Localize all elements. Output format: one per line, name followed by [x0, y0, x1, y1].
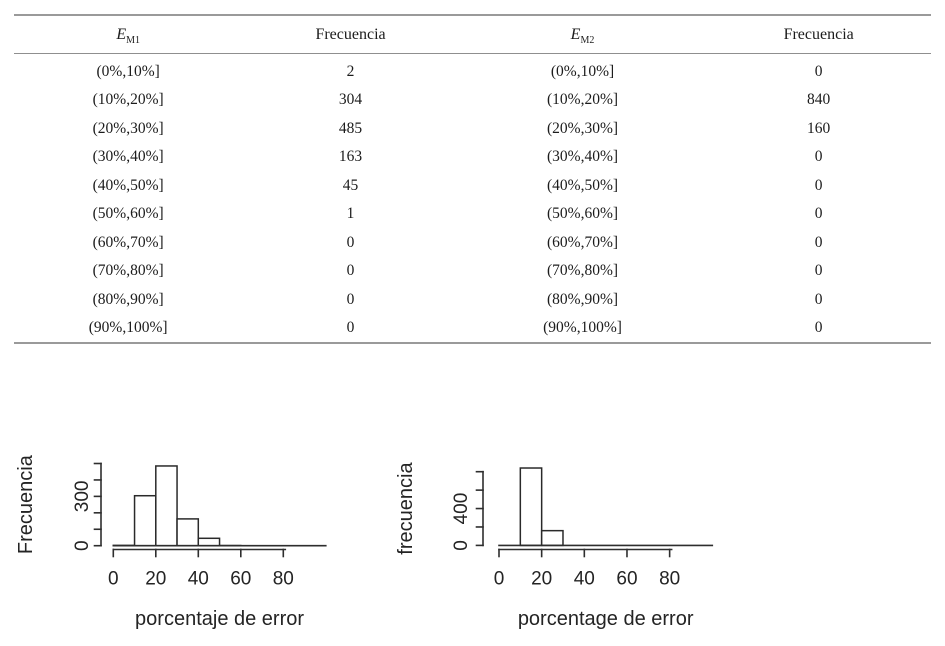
cell-frequency: 0: [814, 62, 823, 80]
y-tick-label: 300: [72, 481, 93, 513]
table-row: (0%,10%] 2 (0%,10%] 0: [14, 54, 931, 86]
y-tick-label: 0: [72, 540, 93, 551]
x-tick-label: 20: [531, 569, 552, 590]
cell-interval: (80%,90%]: [92, 290, 164, 308]
cell-interval: (50%,60%]: [547, 205, 619, 222]
histogram-bar: [519, 467, 543, 547]
x-axis-title: porcentage de error: [518, 608, 694, 630]
table-row: (70%,80%] 0 (70%,80%] 0: [14, 257, 931, 286]
x-tick-label: 60: [616, 569, 637, 590]
col-header-frecuencia-2: Frecuencia: [706, 15, 931, 54]
y-tick-label: 0: [451, 540, 472, 551]
em2-subscript: M2: [580, 34, 595, 46]
x-tick-label: 40: [188, 569, 209, 590]
col-header-em1: EM1: [14, 15, 243, 54]
table-row: (10%,20%] 304 (10%,20%] 840: [14, 86, 931, 115]
x-tick-label: 20: [145, 569, 166, 590]
histogram-em2: 0 400 frecuencia 0 20 40 60 80 porcentage de err…: [395, 462, 714, 630]
y-axis-title: frecuencia: [395, 462, 417, 555]
cell-interval: (90%,100%]: [543, 319, 622, 336]
cell-frequency: 0: [814, 148, 823, 165]
cell-interval: (40%,50%]: [547, 176, 619, 194]
cell-interval: (20%,30%]: [547, 119, 619, 137]
cell-frequency: 160: [807, 119, 831, 137]
cell-frequency: 0: [814, 176, 823, 194]
histogram-em1: 0 300 Frecuencia 0 20 40 60 80 porcentaje de err…: [15, 454, 327, 630]
cell-frequency: 0: [346, 233, 355, 251]
table-row: (80%,90%] 0 (80%,90%] 0: [14, 285, 931, 314]
col-header-frecuencia-1: Frecuencia: [242, 15, 459, 54]
cell-interval: (60%,70%]: [92, 233, 164, 251]
y-tick-label: 400: [451, 493, 472, 525]
table-row: (30%,40%] 163 (30%,40%] 0: [14, 143, 931, 172]
x-tick-label: 60: [230, 569, 251, 590]
cell-interval: (0%,10%]: [96, 62, 160, 80]
frequency-table: EM1 Frecuencia EM2 Frecuencia (0%,10%] 2(…: [14, 14, 931, 344]
table-row: (90%,100%] 0 (90%,100%] 0: [14, 314, 931, 344]
em2-symbol: E: [570, 25, 581, 43]
cell-frequency: 0: [814, 233, 823, 251]
table-row: (50%,60%] 1 (50%,60%] 0: [14, 200, 931, 229]
table-header: EM1 Frecuencia EM2 Frecuencia: [14, 15, 931, 54]
cell-interval: (10%,20%]: [92, 91, 164, 108]
x-tick-label: 0: [108, 569, 119, 590]
histogram-bar: [155, 465, 178, 547]
histogram-bar: [133, 494, 157, 547]
cell-frequency: 840: [807, 91, 831, 108]
cell-frequency: 304: [338, 91, 363, 108]
cell-frequency: 0: [814, 290, 823, 308]
x-tick-label: 80: [659, 569, 680, 590]
x-tick-label: 40: [574, 569, 595, 590]
em1-symbol: E: [116, 25, 127, 43]
cell-frequency: 1: [346, 205, 355, 222]
cell-frequency: 2: [346, 62, 355, 80]
histogram-bar: [176, 518, 200, 547]
histogram-bar: [197, 537, 221, 547]
cell-interval: (80%,90%]: [547, 290, 619, 308]
cell-frequency: 0: [346, 290, 355, 308]
cell-frequency: 0: [814, 262, 823, 279]
col-header-em2: EM2: [458, 15, 707, 54]
cell-interval: (30%,40%]: [92, 148, 164, 165]
cell-interval: (40%,50%]: [92, 176, 164, 194]
cell-interval: (90%,100%]: [88, 319, 168, 336]
cell-frequency: 0: [346, 319, 355, 336]
cell-frequency: 45: [342, 176, 359, 194]
cell-interval: (0%,10%]: [550, 62, 615, 80]
cell-frequency: 0: [346, 262, 355, 279]
table-header-row: EM1 Frecuencia EM2 Frecuencia: [14, 15, 931, 54]
histogram-bar: [540, 529, 564, 547]
table-body: (0%,10%] 2 (0%,10%] 0 (10%,20%] 304 (10%,20%] 8…: [14, 54, 931, 344]
x-tick-label: 0: [494, 569, 505, 590]
cell-frequency: 485: [338, 119, 363, 137]
x-tick-label: 80: [273, 569, 294, 590]
cell-interval: (10%,20%]: [547, 91, 619, 108]
table-row: (40%,50%] 45 (40%,50%] 0: [14, 171, 931, 200]
cell-interval: (60%,70%]: [547, 233, 619, 251]
cell-interval: (70%,80%]: [547, 262, 619, 279]
table-row: (20%,30%] 485 (20%,30%] 160: [14, 114, 931, 143]
em1-subscript: M1: [126, 34, 140, 46]
cell-frequency: 0: [814, 319, 823, 336]
table-row: (60%,70%] 0 (60%,70%] 0: [14, 228, 931, 257]
cell-interval: (20%,30%]: [92, 119, 164, 137]
cell-interval: (30%,40%]: [547, 148, 619, 165]
cell-frequency: 163: [338, 148, 363, 165]
y-axis-title: Frecuencia: [15, 454, 37, 554]
cell-interval: (70%,80%]: [92, 262, 164, 279]
x-axis-title: porcentaje de error: [135, 608, 304, 630]
cell-frequency: 0: [814, 205, 823, 222]
cell-interval: (50%,60%]: [92, 205, 164, 222]
